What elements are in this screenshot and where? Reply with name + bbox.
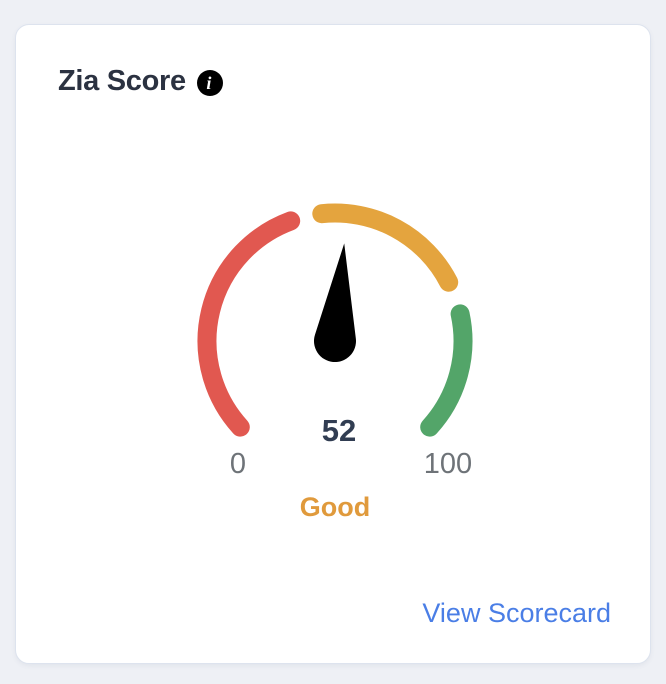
card-title: Zia Score (58, 65, 186, 97)
gauge-min-label: 0 (229, 448, 247, 480)
gauge-status-label: Good (299, 492, 371, 522)
gauge-segment-medium (312, 203, 459, 292)
gauge-max-label: 100 (423, 448, 473, 480)
info-icon[interactable]: i (196, 69, 223, 96)
gauge-value: 52 (321, 413, 357, 448)
view-scorecard-link[interactable]: View Scorecard (422, 598, 611, 628)
zia-score-card: Zia Score i 52 0 100 Good View Scorecard (15, 24, 651, 664)
gauge-segment-low (197, 211, 301, 437)
gauge-needle (314, 243, 356, 362)
gauge-chart (197, 203, 473, 437)
info-icon-glyph: i (206, 72, 212, 93)
card-header: Zia Score i (58, 65, 223, 98)
gauge-segment-high (420, 304, 473, 437)
